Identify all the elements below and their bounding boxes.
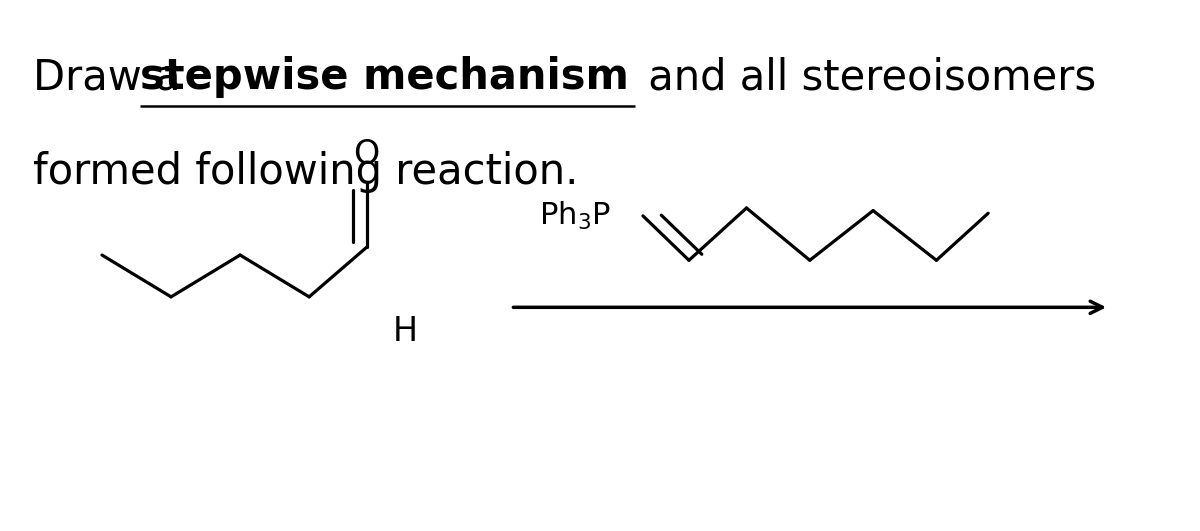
Text: Draw a: Draw a [32, 56, 193, 98]
Text: and all stereoisomers: and all stereoisomers [635, 56, 1096, 98]
Text: Ph$_3$P: Ph$_3$P [539, 200, 611, 232]
Text: stepwise mechanism: stepwise mechanism [140, 56, 629, 98]
Text: H: H [394, 315, 418, 348]
Text: formed following reaction.: formed following reaction. [32, 150, 578, 193]
Text: O: O [354, 139, 380, 172]
